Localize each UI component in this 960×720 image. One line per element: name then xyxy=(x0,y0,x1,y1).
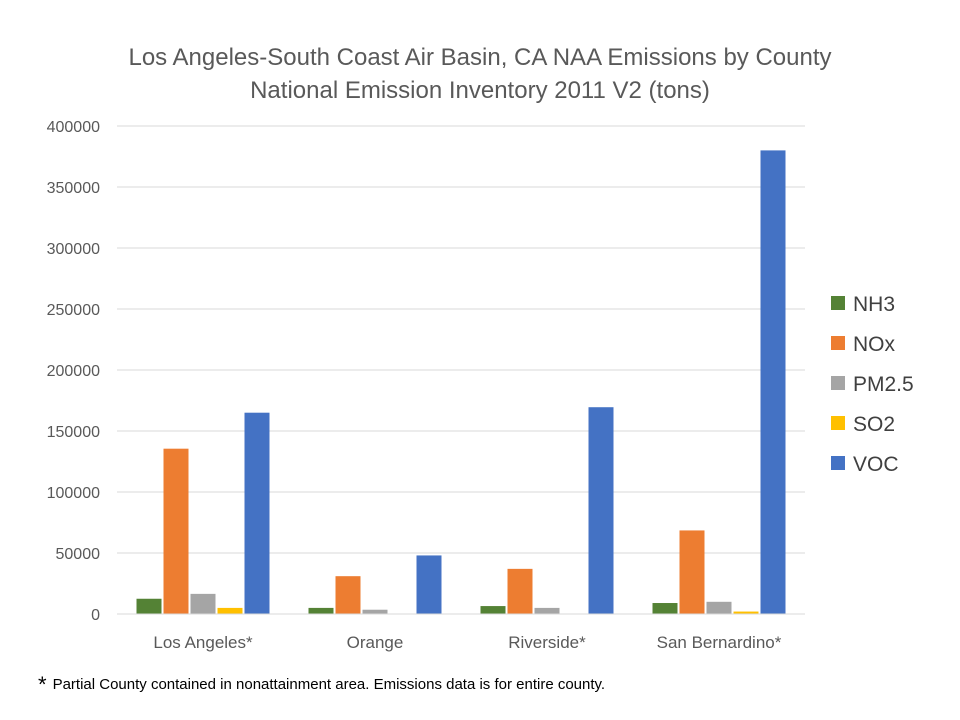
grid-lines xyxy=(117,125,805,554)
x-category-label: San Bernardino* xyxy=(657,633,782,652)
footnote-text: Partial County contained in nonattainmen… xyxy=(52,676,606,693)
y-tick-label: 150000 xyxy=(47,424,100,441)
legend-swatch-so2 xyxy=(831,416,845,430)
bar-so2-0 xyxy=(217,607,243,614)
bar-nox-0 xyxy=(163,448,189,614)
bar-voc-3 xyxy=(760,150,786,614)
bars xyxy=(136,150,786,614)
y-tick-label: 350000 xyxy=(47,180,100,197)
bar-nox-3 xyxy=(679,530,705,614)
bar-nh3-1 xyxy=(308,607,334,614)
legend-swatch-pm25 xyxy=(831,376,845,390)
bar-pm25-2 xyxy=(534,607,560,614)
bar-nh3-0 xyxy=(136,598,162,614)
bar-pm25-0 xyxy=(190,593,216,614)
bar-pm25-1 xyxy=(362,609,388,614)
x-category-label: Riverside* xyxy=(508,633,586,652)
y-tick-label: 300000 xyxy=(47,241,100,258)
y-tick-label: 400000 xyxy=(47,119,100,136)
bar-voc-0 xyxy=(244,412,270,614)
y-tick-label: 250000 xyxy=(47,302,100,319)
y-tick-label: 0 xyxy=(91,607,100,624)
y-axis: 0 50000 100000 150000 200000 250000 300000 3500… xyxy=(47,119,100,624)
bar-nox-1 xyxy=(335,576,361,614)
x-axis: Los Angeles* Orange Riverside* San Bernardi… xyxy=(117,613,805,652)
legend-label: NH3 xyxy=(853,293,895,316)
footnote-marker: * xyxy=(38,672,47,697)
bar-chart: Los Angeles-South Coast Air Basin, CA NA… xyxy=(47,44,914,652)
legend-swatch-nh3 xyxy=(831,296,845,310)
bar-voc-1 xyxy=(416,555,442,614)
bar-pm25-3 xyxy=(706,601,732,614)
legend-label: SO2 xyxy=(853,413,895,436)
y-tick-label: 200000 xyxy=(47,363,100,380)
chart-title-line: National Emission Inventory 2011 V2 (ton… xyxy=(250,77,710,104)
bar-nox-2 xyxy=(507,568,533,614)
bar-voc-2 xyxy=(588,407,614,614)
legend-label: VOC xyxy=(853,453,899,476)
legend-label: NOx xyxy=(853,333,896,356)
y-tick-label: 100000 xyxy=(47,485,100,502)
chart-title-line: Los Angeles-South Coast Air Basin, CA NA… xyxy=(128,44,831,71)
bar-nh3-3 xyxy=(652,603,678,614)
legend-label: PM2.5 xyxy=(853,373,914,396)
x-category-label: Los Angeles* xyxy=(153,633,253,652)
y-tick-label: 50000 xyxy=(56,546,101,563)
legend-swatch-nox xyxy=(831,336,845,350)
x-category-label: Orange xyxy=(347,633,404,652)
chart-title: Los Angeles-South Coast Air Basin, CA NA… xyxy=(128,44,831,104)
bar-nh3-2 xyxy=(480,606,506,614)
bar-so2-3 xyxy=(733,611,759,614)
legend-swatch-voc xyxy=(831,456,845,470)
footnote: * Partial County contained in nonattainme… xyxy=(38,672,605,698)
legend: NH3 NOx PM2.5 SO2 VOC xyxy=(831,293,914,476)
